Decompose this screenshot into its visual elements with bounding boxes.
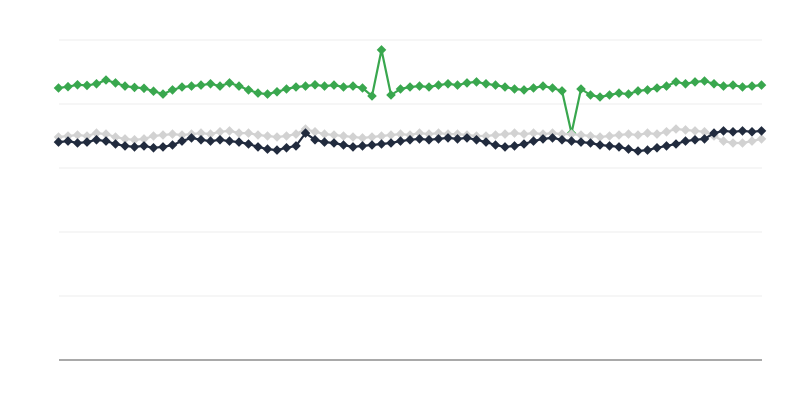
series-lines xyxy=(53,45,767,156)
gridlines xyxy=(59,39,762,297)
series-dark-navy-series-markers xyxy=(53,126,767,156)
series-dark-navy-series xyxy=(53,126,767,156)
series-green-series-markers xyxy=(53,45,767,138)
series-green-series xyxy=(53,45,767,138)
